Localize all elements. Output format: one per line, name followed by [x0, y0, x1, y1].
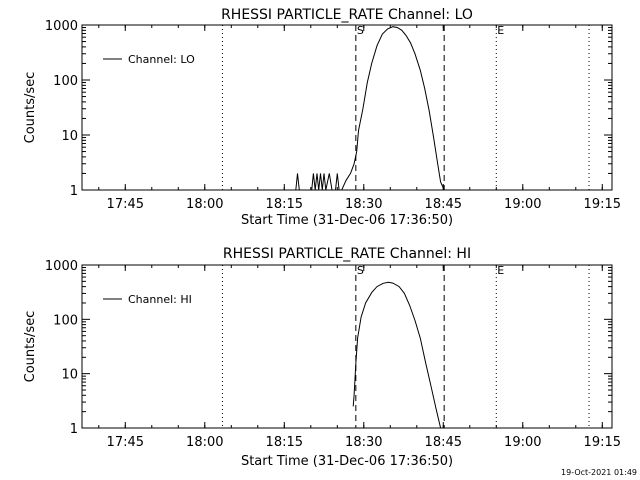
series-line [352, 281, 442, 429]
legend-entry: Channel: HI [128, 293, 192, 306]
chart-title: RHESSI PARTICLE_RATE Channel: LO [221, 7, 473, 23]
y-tick-label: 10 [61, 368, 78, 383]
y-tick-label: 10 [61, 129, 78, 144]
x-tick-label: 18:30 [345, 197, 382, 212]
series-line [295, 26, 445, 191]
time-marker-label: E [497, 264, 504, 277]
x-tick-label: 17:45 [107, 435, 144, 450]
x-tick-label: 18:00 [186, 435, 223, 450]
x-tick-label: 17:45 [107, 197, 144, 212]
x-axis-label: Start Time (31-Dec-06 17:36:50) [241, 213, 453, 228]
chart-panel-2: RHESSI PARTICLE_RATE Channel: HI 17:45 18:… [23, 246, 621, 469]
legend-entry: Channel: LO [128, 53, 195, 66]
time-marker-label: S [357, 264, 364, 277]
x-tick-label: 19:00 [504, 197, 541, 212]
x-tick-label: 19:15 [584, 435, 621, 450]
x-tick-label: 18:45 [425, 197, 462, 212]
y-tick-label: 1000 [45, 259, 78, 274]
footer-timestamp: 19-Oct-2021 01:49 [561, 468, 637, 477]
plot-frame [81, 24, 613, 191]
x-tick-label: 19:15 [584, 197, 621, 212]
y-tick-label: 1 [70, 184, 78, 199]
chart-title: RHESSI PARTICLE_RATE Channel: HI [223, 246, 471, 262]
time-marker-label: S [357, 24, 364, 37]
y-tick-label: 1000 [45, 19, 78, 34]
chart-panel-1: RHESSI PARTICLE_RATE Channel: LO 17:45 18:… [23, 7, 621, 228]
x-tick-label: 18:15 [266, 197, 303, 212]
time-marker-label: E [497, 24, 504, 37]
y-axis-label: Counts/sec [23, 72, 38, 144]
x-tick-label: 18:15 [266, 435, 303, 450]
plot-frame [81, 264, 613, 429]
x-tick-label: 18:00 [186, 197, 223, 212]
x-tick-label: 18:30 [345, 435, 382, 450]
y-axis-label: Counts/sec [23, 311, 38, 383]
x-tick-label: 19:00 [504, 435, 541, 450]
x-tick-label: 18:45 [425, 435, 462, 450]
y-tick-label: 1 [70, 422, 78, 437]
y-tick-label: 100 [53, 313, 78, 328]
x-axis-label: Start Time (31-Dec-06 17:36:50) [241, 454, 453, 469]
y-tick-label: 100 [53, 74, 78, 89]
